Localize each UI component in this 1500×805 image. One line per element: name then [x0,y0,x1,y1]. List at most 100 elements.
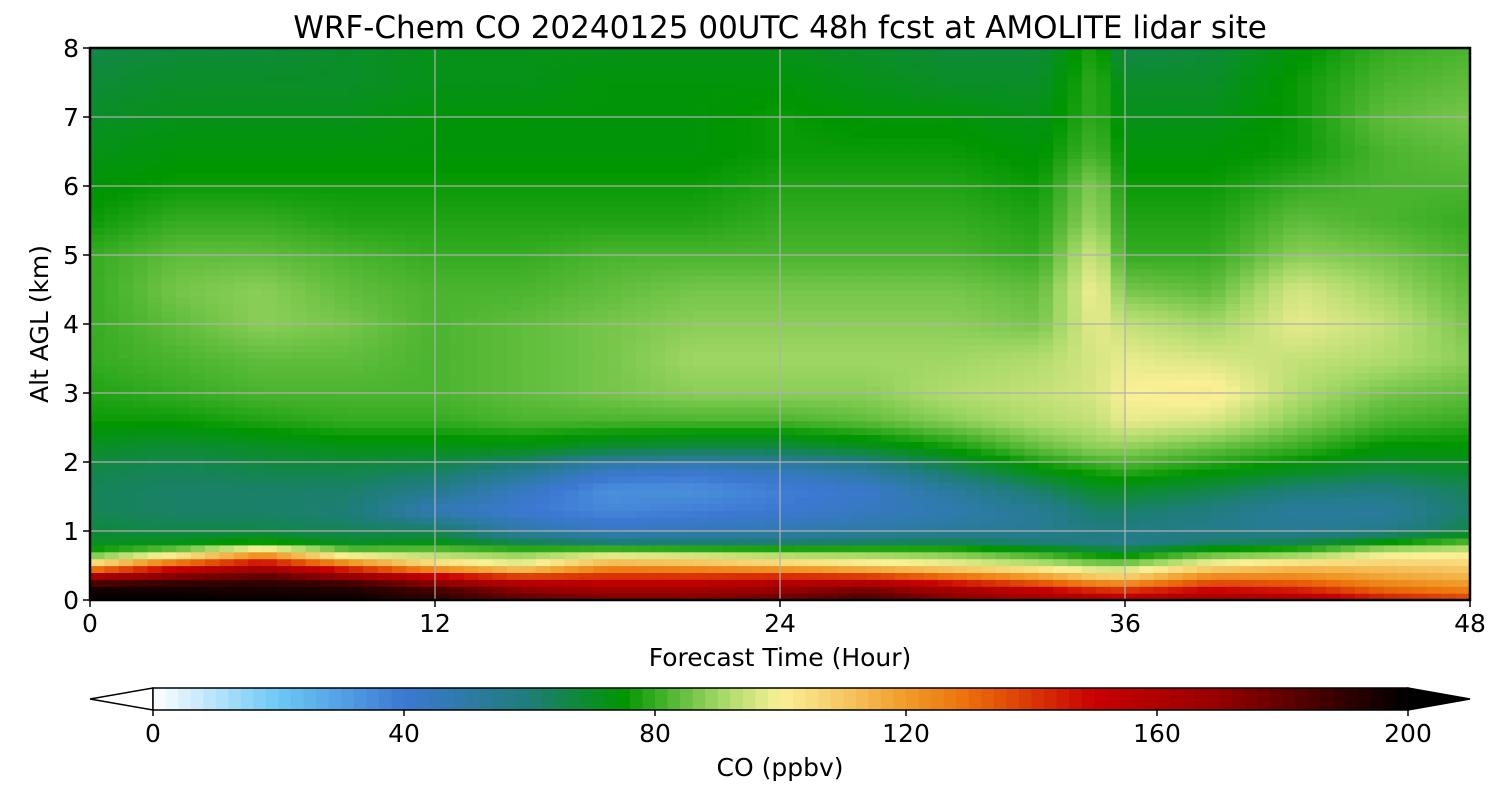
heatmap-cell [593,413,609,422]
heatmap-cell [607,586,623,594]
heatmap-cell [650,261,666,270]
heatmap-cell [334,579,350,587]
heatmap-cell [1426,406,1442,415]
heatmap-cell [1024,503,1040,511]
heatmap-cell [291,441,307,449]
heatmap-cell [435,261,450,270]
heatmap-cell [262,420,278,429]
heatmap-cell [823,365,839,373]
heatmap-cell [1426,365,1442,373]
heatmap-cell [851,351,867,360]
heatmap-cell [995,310,1011,318]
heatmap-cell [334,386,350,394]
heatmap-cell [276,413,292,422]
heatmap-cell [320,296,335,304]
heatmap-cell [348,282,364,291]
heatmap-cell [909,317,925,325]
heatmap-cell [564,475,580,484]
heatmap-cell [650,268,666,277]
heatmap-cell [1153,537,1169,546]
heatmap-cell [320,344,335,353]
heatmap-cell [435,282,450,291]
heatmap-cell [190,296,206,304]
heatmap-cell [722,524,738,532]
heatmap-cell [1326,413,1342,422]
heatmap-cell [1125,551,1140,560]
heatmap-cell [205,330,220,339]
heatmap-cell [521,544,537,553]
heatmap-cell [923,303,939,311]
heatmap-cell [1110,248,1126,256]
heatmap-cell [104,455,120,463]
heatmap-cell [521,462,537,470]
heatmap-cell [966,579,982,587]
heatmap-cell [938,406,954,415]
heatmap-cell [1383,310,1399,318]
heatmap-cell [621,482,637,491]
heatmap-cell [636,572,652,580]
heatmap-cell [535,489,551,498]
heatmap-cell [1254,455,1270,463]
heatmap-cell [1240,572,1255,580]
heatmap-cell [1340,296,1356,304]
heatmap-cell [966,310,982,318]
heatmap-cell [636,524,652,532]
heatmap-cell [1369,351,1385,360]
heatmap-cell [1355,420,1370,429]
heatmap-cell [118,351,134,360]
heatmap-cell [736,579,752,587]
heatmap-cell [305,406,321,415]
heatmap-cell [1168,434,1184,442]
heatmap-cell [636,551,652,560]
heatmap-cell [895,475,910,484]
heatmap-cell [895,330,910,339]
heatmap-cell [334,572,350,580]
heatmap-cell [794,289,810,297]
heatmap-cell [90,586,105,594]
heatmap-cell [1139,289,1155,297]
heatmap-cell [1455,324,1471,332]
heatmap-cell [1081,475,1097,484]
heatmap-cell [248,462,264,470]
heatmap-cell [1067,282,1083,291]
heatmap-cell [334,317,350,325]
heatmap-cell [1412,434,1428,442]
heatmap-cell [1196,489,1212,498]
heatmap-cell [1268,241,1284,249]
heatmap-cell [104,489,120,498]
heatmap-cell [104,248,120,256]
heatmap-cell [190,379,206,387]
heatmap-cell [262,303,278,311]
heatmap-cell [780,503,795,511]
heatmap-cell [133,248,149,256]
heatmap-cell [1038,241,1054,249]
heatmap-cell [1196,586,1212,594]
heatmap-cell [1168,310,1184,318]
heatmap-cell [449,303,465,311]
heatmap-cell [535,524,551,532]
heatmap-cell [1355,268,1370,277]
heatmap-cell [895,241,910,249]
heatmap-cell [176,255,192,263]
heatmap-cell [1168,427,1184,435]
heatmap-cell [1240,496,1255,504]
heatmap-cell [1311,455,1327,463]
heatmap-cell [1110,517,1126,525]
heatmap-cell [449,482,465,491]
heatmap-cell [248,324,264,332]
heatmap-cell [1441,282,1457,291]
heatmap-cell [851,344,867,353]
heatmap-cell [1311,372,1327,380]
heatmap-cell [521,289,537,297]
heatmap-cell [1125,544,1140,553]
heatmap-cell [981,282,997,291]
heatmap-cell [1369,289,1385,297]
heatmap-cell [1081,358,1097,366]
heatmap-cell [233,544,249,553]
heatmap-cell [176,531,192,539]
heatmap-cell [90,565,105,573]
heatmap-cell [1441,579,1457,587]
heatmap-cell [794,510,810,518]
heatmap-cell [923,468,939,477]
heatmap-cell [923,558,939,567]
